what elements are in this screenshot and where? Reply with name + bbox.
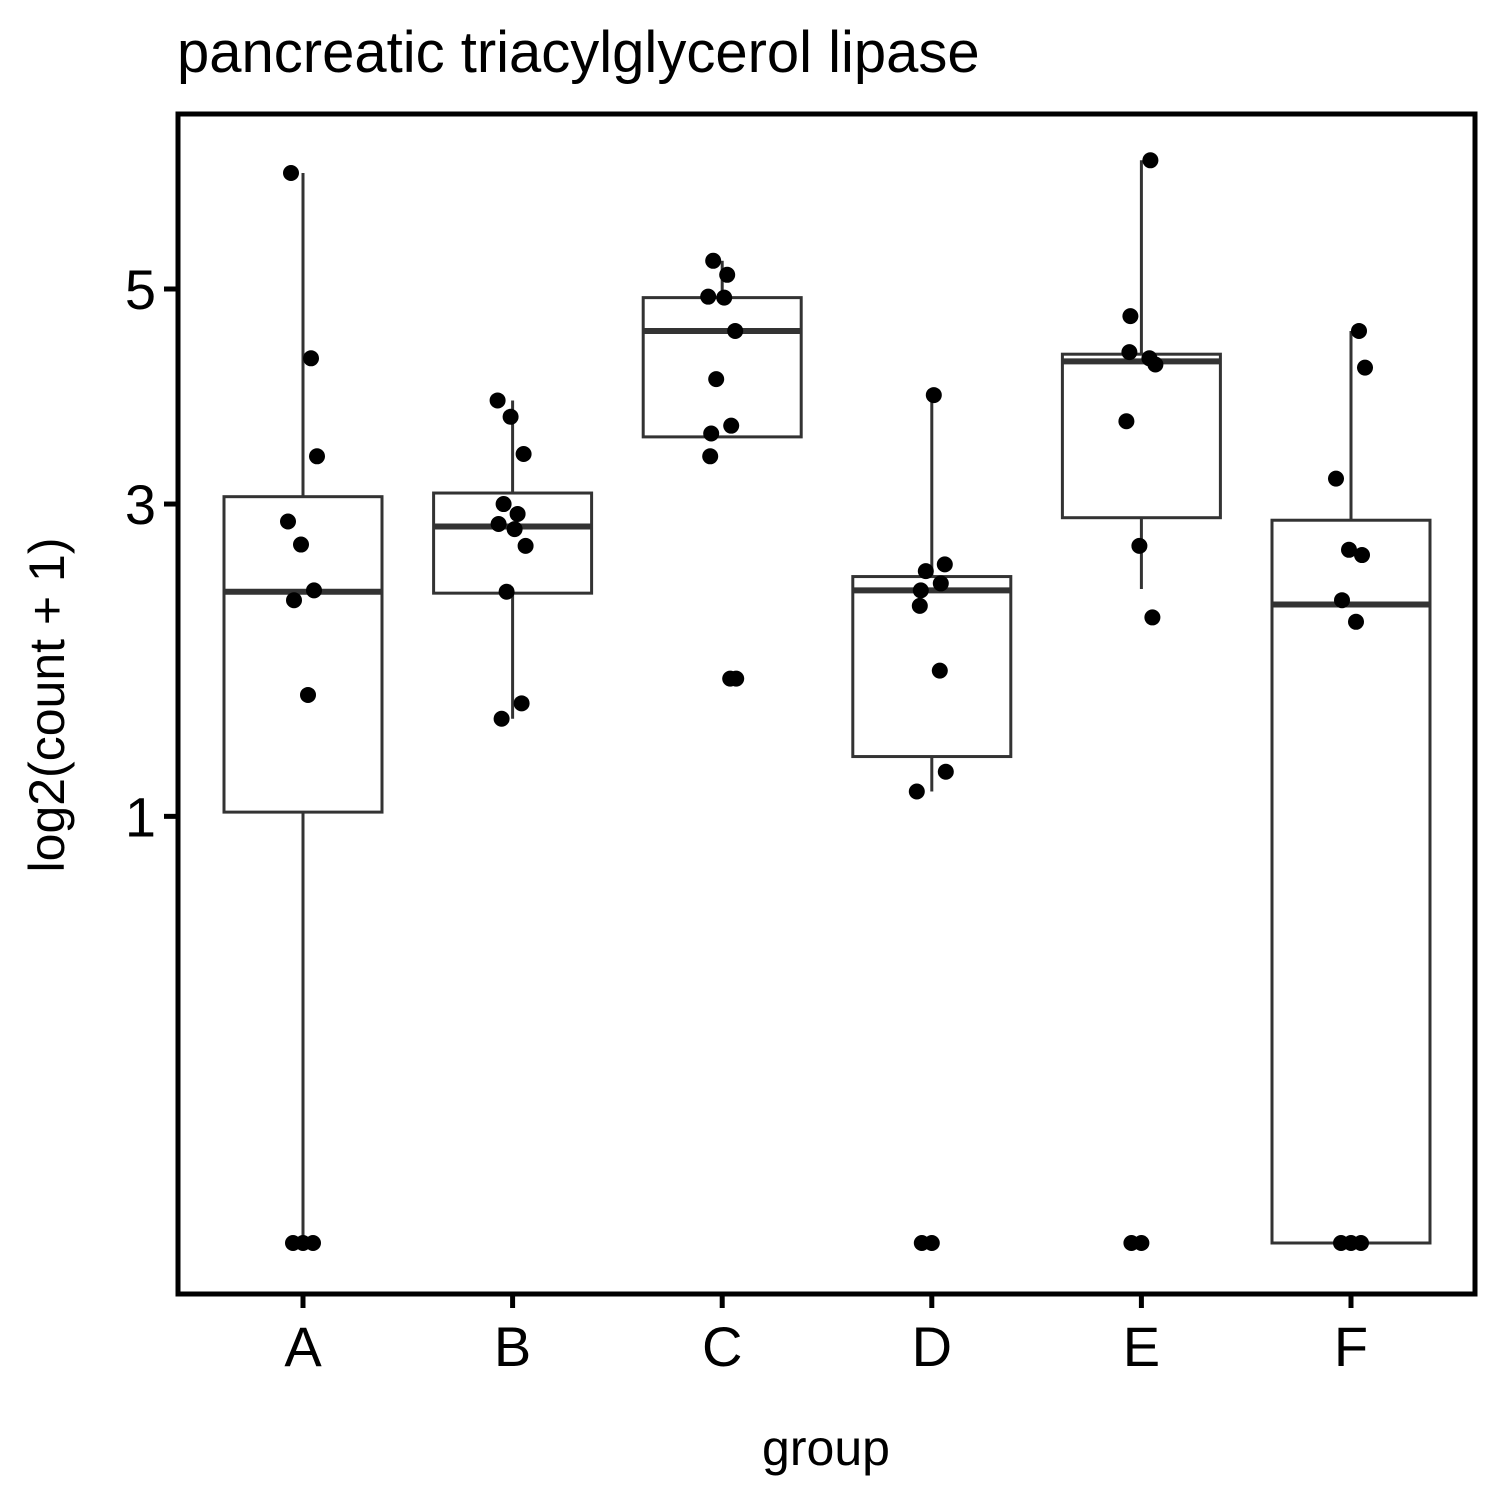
iqr-box <box>1060 352 1222 520</box>
data-point <box>1351 322 1367 339</box>
data-point <box>509 505 526 522</box>
data-point <box>728 670 745 687</box>
points-group-d <box>908 387 954 1251</box>
data-point <box>1144 609 1161 626</box>
data-point <box>490 516 507 533</box>
data-point <box>705 252 722 269</box>
data-point <box>912 582 929 599</box>
data-point <box>1121 344 1138 361</box>
x-tick-label-f: F <box>1334 1315 1368 1378</box>
data-point <box>719 266 736 283</box>
data-point <box>703 425 720 442</box>
y-axis-title: log2(count + 1) <box>19 538 75 873</box>
points-group-b <box>489 392 534 727</box>
data-point <box>908 783 925 800</box>
data-point <box>280 513 296 530</box>
data-point <box>502 408 519 425</box>
data-point <box>1354 547 1370 564</box>
data-point <box>917 563 934 580</box>
data-point <box>1122 308 1139 325</box>
data-point <box>305 1235 321 1251</box>
data-point <box>1147 356 1164 373</box>
plot-content <box>222 152 1432 1251</box>
box-group-e <box>1060 160 1222 589</box>
points-group-f <box>1328 322 1373 1251</box>
data-point <box>925 387 942 404</box>
data-point <box>286 592 302 609</box>
x-tick-label-a: A <box>284 1315 322 1378</box>
data-point <box>911 597 928 614</box>
data-point <box>506 521 523 538</box>
box-group-d <box>851 395 1013 792</box>
data-point <box>517 537 534 554</box>
data-point <box>309 448 325 465</box>
y-tick-label: 1 <box>125 785 156 848</box>
data-point <box>1334 592 1350 609</box>
data-point <box>723 417 740 434</box>
box-group-f <box>1270 330 1432 1245</box>
data-point <box>1118 413 1135 430</box>
x-tick-label-b: B <box>494 1315 531 1378</box>
data-point <box>495 496 512 513</box>
data-point <box>923 1235 940 1251</box>
x-axis: A B C D E F <box>284 1294 1368 1378</box>
data-point <box>306 582 322 599</box>
box-group-c <box>641 260 803 439</box>
chart-title: pancreatic triacylglycerol lipase <box>177 20 980 85</box>
data-point <box>1142 152 1159 169</box>
x-tick-label-d: D <box>912 1315 952 1378</box>
iqr-box <box>641 296 803 439</box>
data-point <box>937 763 954 780</box>
data-point <box>1131 537 1148 554</box>
data-point <box>300 686 316 703</box>
data-point <box>727 322 744 339</box>
x-tick-label-c: C <box>702 1315 742 1378</box>
data-point <box>1353 1235 1369 1251</box>
x-tick-label-e: E <box>1123 1315 1160 1378</box>
points-group-e <box>1118 152 1164 1251</box>
y-tick-label: 3 <box>125 473 156 536</box>
data-point <box>708 371 725 388</box>
iqr-box <box>851 575 1013 759</box>
data-point <box>932 575 949 592</box>
data-point <box>1133 1235 1150 1251</box>
data-point <box>700 288 717 305</box>
y-axis: 1 3 5 <box>125 258 178 848</box>
data-point <box>303 350 319 367</box>
data-point <box>1357 359 1373 376</box>
data-point <box>716 289 733 306</box>
points-group-c <box>700 252 745 687</box>
data-point <box>702 448 719 465</box>
x-axis-title: group <box>762 1420 890 1476</box>
data-point <box>1348 613 1364 630</box>
data-point <box>936 556 953 573</box>
data-point <box>1341 541 1357 558</box>
data-point <box>931 662 948 679</box>
y-tick-label: 5 <box>125 258 156 321</box>
data-point <box>513 695 530 712</box>
data-point <box>293 536 309 553</box>
points-group-a <box>280 164 325 1251</box>
data-point <box>493 710 510 727</box>
data-point <box>515 446 532 463</box>
data-point <box>283 164 299 181</box>
plot-panel-border <box>175 111 1478 1297</box>
data-point <box>1328 470 1344 487</box>
data-point <box>489 392 506 409</box>
data-point <box>498 583 515 600</box>
iqr-box <box>1270 518 1432 1245</box>
